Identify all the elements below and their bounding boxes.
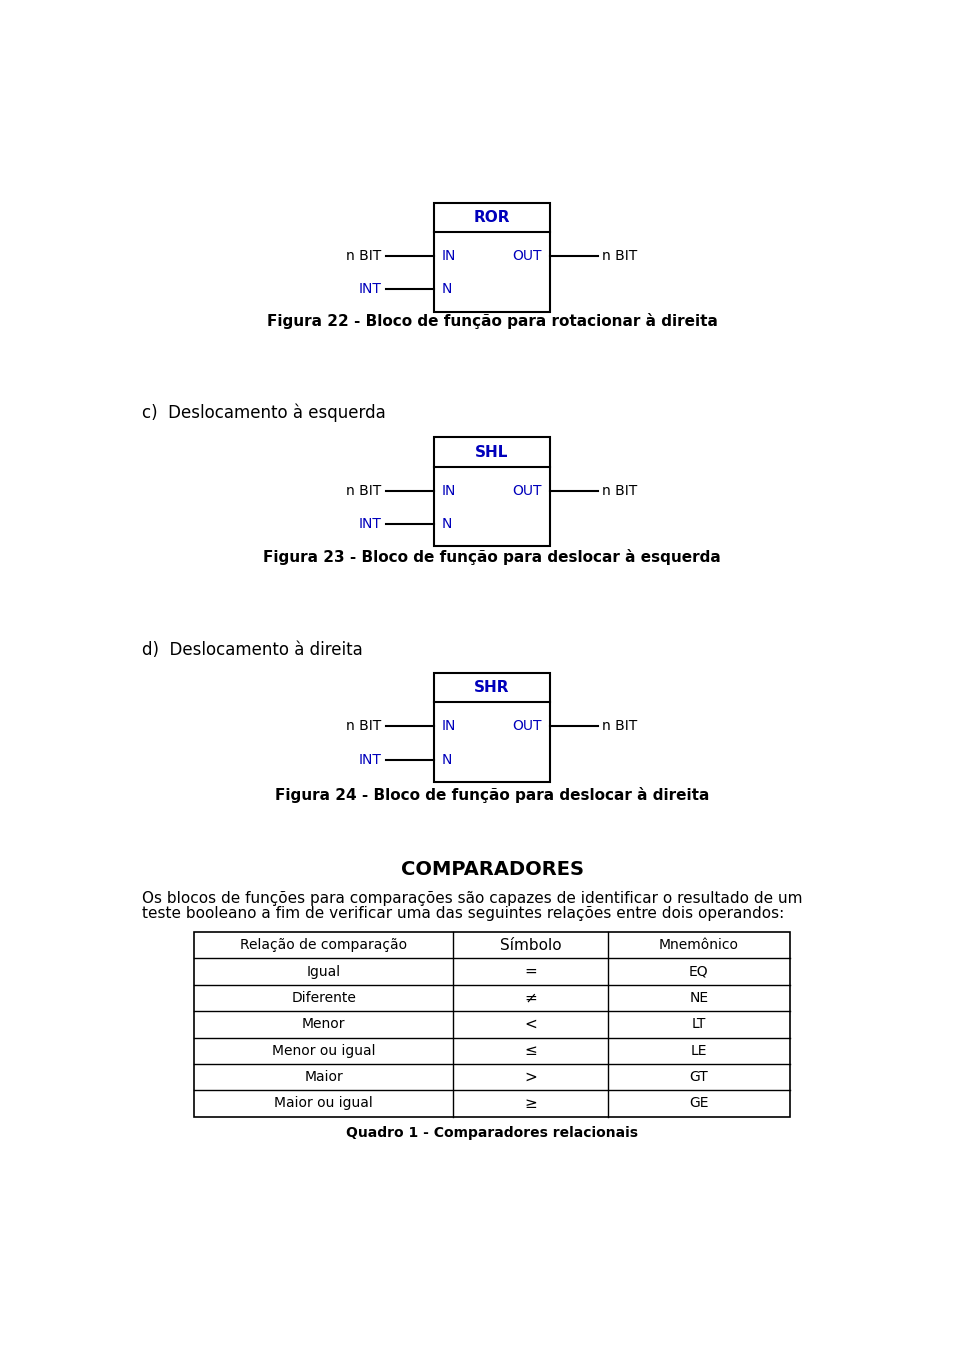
Text: ≤: ≤ <box>524 1043 537 1058</box>
Text: Maior ou igual: Maior ou igual <box>275 1096 373 1111</box>
Text: SHR: SHR <box>474 681 510 696</box>
Text: Mnemônico: Mnemônico <box>659 938 739 952</box>
Text: <: < <box>524 1016 537 1031</box>
Text: EQ: EQ <box>689 965 708 979</box>
Text: >: > <box>524 1069 537 1085</box>
Text: Figura 23 - Bloco de função para deslocar à esquerda: Figura 23 - Bloco de função para desloca… <box>263 549 721 565</box>
Text: N: N <box>442 518 452 531</box>
Bar <box>434 437 550 546</box>
Text: N: N <box>442 283 452 297</box>
Text: d)  Deslocamento à direita: d) Deslocamento à direita <box>142 640 363 659</box>
Text: Relação de comparação: Relação de comparação <box>240 938 407 952</box>
Text: Igual: Igual <box>307 965 341 979</box>
Text: Figura 22 - Bloco de função para rotacionar à direita: Figura 22 - Bloco de função para rotacio… <box>267 313 717 329</box>
Text: Símbolo: Símbolo <box>500 938 562 953</box>
Text: ≠: ≠ <box>524 991 537 1006</box>
Text: c)  Deslocamento à esquerda: c) Deslocamento à esquerda <box>142 403 386 422</box>
Text: =: = <box>524 964 537 979</box>
Text: INT: INT <box>359 518 381 531</box>
Text: N: N <box>442 752 452 767</box>
Text: GT: GT <box>689 1070 708 1084</box>
Text: Menor ou igual: Menor ou igual <box>272 1043 375 1058</box>
Text: Quadro 1 - Comparadores relacionais: Quadro 1 - Comparadores relacionais <box>346 1127 638 1140</box>
Text: INT: INT <box>359 283 381 297</box>
Text: Diferente: Diferente <box>292 991 356 1004</box>
Text: Figura 24 - Bloco de função para deslocar à direita: Figura 24 - Bloco de função para desloca… <box>275 787 709 803</box>
Text: OUT: OUT <box>513 249 542 263</box>
Text: IN: IN <box>442 484 456 497</box>
Text: Maior: Maior <box>304 1070 344 1084</box>
Text: OUT: OUT <box>513 484 542 497</box>
Text: teste booleano a fim de verificar uma das seguintes relações entre dois operando: teste booleano a fim de verificar uma da… <box>142 906 784 921</box>
Text: n BIT: n BIT <box>347 720 381 733</box>
Bar <box>434 673 550 782</box>
Text: IN: IN <box>442 249 456 263</box>
Text: Os blocos de funções para comparações são capazes de identificar o resultado de : Os blocos de funções para comparações sã… <box>142 891 803 906</box>
Text: OUT: OUT <box>513 720 542 733</box>
Text: n BIT: n BIT <box>347 484 381 497</box>
Text: ≥: ≥ <box>524 1096 537 1111</box>
Text: NE: NE <box>689 991 708 1004</box>
Text: ROR: ROR <box>473 210 511 225</box>
Text: n BIT: n BIT <box>603 720 637 733</box>
Text: COMPARADORES: COMPARADORES <box>400 860 584 879</box>
Text: LT: LT <box>691 1018 706 1031</box>
Text: LE: LE <box>690 1043 708 1058</box>
Text: n BIT: n BIT <box>603 249 637 263</box>
Text: GE: GE <box>689 1096 708 1111</box>
Text: INT: INT <box>359 752 381 767</box>
Text: Menor: Menor <box>302 1018 346 1031</box>
Text: IN: IN <box>442 720 456 733</box>
Text: n BIT: n BIT <box>347 249 381 263</box>
Bar <box>434 202 550 311</box>
Text: n BIT: n BIT <box>603 484 637 497</box>
Text: SHL: SHL <box>475 445 509 460</box>
Bar <box>194 931 789 1116</box>
